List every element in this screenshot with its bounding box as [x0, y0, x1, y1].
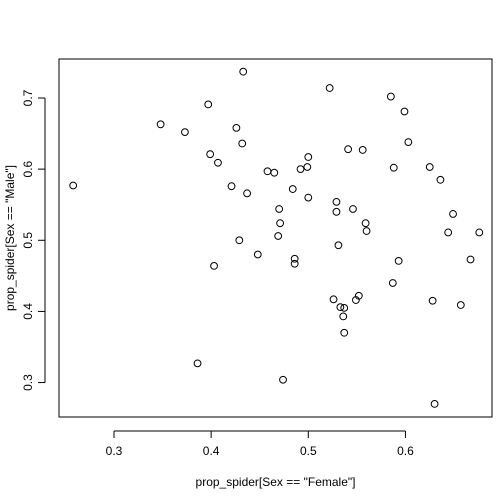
data-point [362, 227, 371, 235]
data-point [332, 207, 341, 216]
data-point [303, 163, 312, 171]
data-point [466, 255, 475, 264]
data-point [156, 120, 165, 129]
y-tick-label: 0.6 [21, 160, 35, 177]
x-tick-label: 0.4 [203, 444, 220, 458]
data-point [339, 312, 348, 321]
data-point [386, 92, 395, 101]
data-point [288, 185, 297, 193]
data-point [214, 158, 222, 167]
data-point [206, 150, 215, 159]
data-point [227, 182, 236, 191]
data-point [210, 261, 218, 270]
data-point [325, 84, 334, 92]
data-point [388, 279, 397, 287]
data-point [344, 145, 353, 154]
data-point [296, 165, 305, 174]
y-axis: 0.3 0.4 0.5 0.6 0.7 [21, 89, 46, 391]
data-point [69, 181, 78, 190]
data-point [270, 168, 279, 177]
data-point [354, 291, 363, 300]
y-tick-label: 0.5 [21, 232, 35, 249]
data-point [329, 295, 338, 304]
data-point [449, 210, 457, 218]
data-point [389, 163, 398, 172]
data-point [475, 228, 484, 237]
data-point [274, 232, 283, 240]
plot-frame [58, 58, 493, 418]
data-point [334, 241, 343, 250]
x-axis-label: prop_spider[Sex == "Female"] [196, 475, 356, 489]
data-point [232, 123, 241, 132]
data-point [263, 167, 272, 176]
data-point [340, 303, 349, 312]
y-tick-label: 0.7 [21, 89, 35, 106]
data-point [456, 301, 465, 309]
data-point [430, 400, 439, 408]
data-point [444, 228, 453, 237]
data-point [204, 100, 213, 109]
data-point [436, 175, 445, 184]
x-tick-label: 0.3 [106, 444, 123, 458]
y-tick-label: 0.3 [21, 374, 35, 391]
data-point [304, 153, 313, 161]
data-point [239, 67, 248, 76]
data-point [243, 189, 251, 198]
data-points [69, 67, 484, 408]
data-point [428, 296, 437, 305]
data-point [349, 205, 357, 213]
y-axis-label: prop_spider[Sex == "Male"] [3, 165, 17, 311]
data-point [275, 205, 284, 213]
data-point [404, 138, 413, 146]
data-point [276, 219, 285, 228]
x-tick-label: 0.5 [300, 444, 317, 458]
y-tick-label: 0.4 [21, 303, 35, 320]
data-point [253, 250, 262, 259]
data-point [238, 139, 247, 148]
data-point [279, 375, 287, 384]
x-tick-label: 0.6 [397, 444, 414, 458]
x-axis: 0.3 0.4 0.5 0.6 [106, 430, 414, 458]
data-point [361, 219, 370, 228]
data-point [425, 163, 434, 171]
data-point [235, 236, 244, 245]
data-point [193, 359, 202, 368]
data-point [304, 193, 313, 202]
data-point [394, 257, 403, 265]
data-point [358, 146, 367, 154]
data-point [332, 197, 341, 206]
data-point [181, 128, 189, 137]
data-point [336, 303, 345, 312]
data-point [340, 328, 349, 337]
data-point [400, 107, 409, 116]
data-point [290, 254, 299, 263]
data-point [290, 259, 299, 268]
